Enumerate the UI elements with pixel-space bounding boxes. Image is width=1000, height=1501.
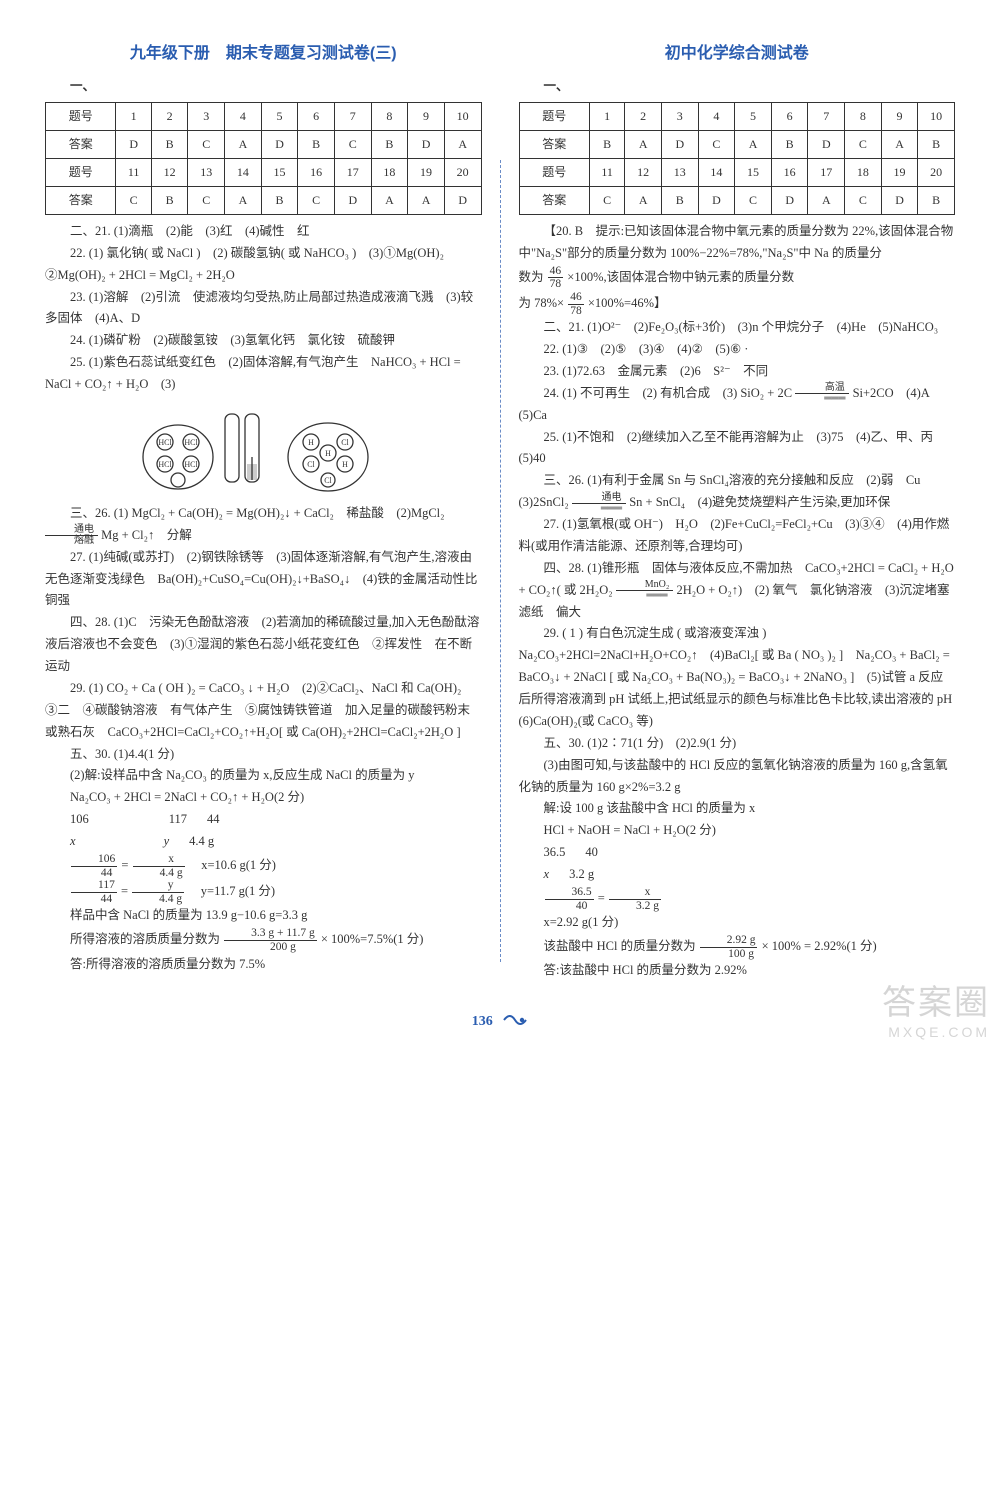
- right-column: 初中化学综合测试卷 一、 题号 12345678910 答案 BADCABDCA…: [519, 40, 956, 982]
- svg-text:Cl: Cl: [341, 438, 349, 447]
- stoich-row: x y 4.4 g: [70, 831, 482, 853]
- reaction-condition-icon: 通电熔融: [45, 525, 98, 546]
- svg-text:Cl: Cl: [307, 460, 315, 469]
- r22: 22. (1)③ (2)⑤ (3)④ (4)② (5)⑥ ·: [519, 339, 956, 361]
- table-row: 答案 CBCABCDAAD: [46, 186, 482, 214]
- r30d: HCl + NaOH = NaCl + H₂O(2 分): [519, 820, 956, 842]
- row-label: 题号: [46, 102, 116, 130]
- r20a: 【20. B 提示:已知该固体混合物中氧元素的质量分数为 22%,该固体混合物中…: [519, 221, 956, 265]
- reaction-condition-icon: 通电═══: [572, 493, 626, 514]
- reaction-condition-icon: 高温═══: [795, 383, 849, 404]
- r20c: 为 78%× 4678 ×100%=46%】: [519, 291, 956, 317]
- r23: 23. (1)72.63 金属元素 (2)6 S²⁻ 不同: [519, 361, 956, 383]
- r30f: 该盐酸中 HCl 的质量分数为 2.92 g100 g × 100% = 2.9…: [519, 934, 956, 960]
- apparatus-diagram-icon: HClHCl HClHCl HCl H ClH Cl: [133, 402, 393, 497]
- q24: 24. (1)磷矿粉 (2)碳酸氢铵 (3)氢氧化钙 氯化铵 硫酸钾: [45, 330, 482, 352]
- svg-text:Cl: Cl: [324, 476, 332, 485]
- q30a: 五、30. (1)4.4(1 分): [45, 744, 482, 766]
- r30c: 解:设 100 g 该盐酸中含 HCl 的质量为 x: [519, 798, 956, 820]
- table-row: 题号 12345678910: [46, 102, 482, 130]
- r29: 29. ( 1 ) 有白色沉淀生成 ( 或溶液变浑浊 ) Na₂CO₃+2HCl…: [519, 623, 956, 732]
- reaction-condition-icon: MnO₂═══: [616, 580, 674, 601]
- r30-eq: 36.540 = x3.2 g: [519, 886, 956, 912]
- table-row: 题号 11121314151617181920: [519, 158, 955, 186]
- svg-text:H: H: [342, 460, 348, 469]
- right-answer-table: 题号 12345678910 答案 BADCABDCAB 题号 11121314…: [519, 102, 956, 215]
- svg-text:HCl: HCl: [159, 460, 173, 469]
- q30d: 样品中含 NaCl 的质量为 13.9 g−10.6 g=3.3 g: [45, 905, 482, 927]
- table-row: 题号 12345678910: [519, 102, 955, 130]
- r26: 三、26. (1)有利于金属 Sn 与 SnCl₄溶液的充分接触和反应 (2)弱…: [519, 470, 956, 514]
- column-divider: [500, 160, 501, 962]
- q22: 22. (1) 氯化钠( 或 NaCl ) (2) 碳酸氢钠( 或 NaHCO₃…: [45, 243, 482, 287]
- q29: 29. (1) CO₂ + Ca ( OH )₂ = CaCO₃ ↓ + H₂O…: [45, 678, 482, 744]
- page-footer: 136: [0, 1012, 1000, 1050]
- q30b: (2)解:设样品中含 Na₂CO₃ 的质量为 x,反应生成 NaCl 的质量为 …: [45, 765, 482, 787]
- left-answer-table: 题号 12345678910 答案 DBCADBCBDA 题号 11121314…: [45, 102, 482, 215]
- svg-text:HCl: HCl: [185, 438, 199, 447]
- stoich-row: x 3.2 g: [544, 864, 956, 886]
- r28: 四、28. (1)锥形瓶 固体与液体反应,不需加热 CaCO₃+2HCl = C…: [519, 558, 956, 624]
- r27: 27. (1)氢氧根(或 OH⁻) H₂O (2)Fe+CuCl₂=FeCl₂+…: [519, 514, 956, 558]
- q30-eq2: 11744 = y4.4 g y=11.7 g(1 分): [45, 879, 482, 905]
- r24: 24. (1) 不可再生 (2) 有机合成 (3) SiO₂ + 2C 高温══…: [519, 383, 956, 427]
- ans-label: 答案: [46, 130, 116, 158]
- section-one-label: 一、: [544, 76, 956, 98]
- footer-logo-icon: [502, 1012, 528, 1028]
- table-row: 答案 BADCABDCAB: [519, 130, 955, 158]
- r30a: 五、30. (1)2∶71(1 分) (2)2.9(1 分): [519, 733, 956, 755]
- r30e: x=2.92 g(1 分): [519, 912, 956, 934]
- svg-text:H: H: [325, 449, 331, 458]
- page-number: 136: [472, 1014, 493, 1029]
- table-row: 答案 DBCADBCBDA: [46, 130, 482, 158]
- table-row: 题号 11121314151617181920: [46, 158, 482, 186]
- q23: 23. (1)溶解 (2)引流 使滤液均匀受热,防止局部过热造成液滴飞溅 (3)…: [45, 287, 482, 331]
- r21: 二、21. (1)O²⁻ (2)Fe₂O₃(标+3价) (3)n 个甲烷分子 (…: [519, 317, 956, 339]
- svg-text:HCl: HCl: [159, 438, 173, 447]
- watermark: 答案圈 MXQE.COM: [882, 975, 990, 1040]
- stoich-row: 36.5 40: [544, 842, 956, 864]
- stoich-row: 106 117 44: [70, 809, 482, 831]
- watermark-url: MXQE.COM: [882, 1024, 990, 1040]
- section-one-label: 一、: [70, 76, 482, 98]
- q30e: 所得溶液的溶质质量分数为 3.3 g + 11.7 g200 g × 100%=…: [45, 927, 482, 953]
- q28: 四、28. (1)C 污染无色酚酞溶液 (2)若滴加的稀硫酸过量,加入无色酚酞溶…: [45, 612, 482, 678]
- r30b: (3)由图可知,与该盐酸中的 HCl 反应的氢氧化钠溶液的质量为 160 g,含…: [519, 755, 956, 799]
- q26: 三、26. (1) MgCl₂ + Ca(OH)₂ = Mg(OH)₂↓ + C…: [45, 503, 482, 547]
- q30-eq1: 10644 = x4.4 g x=10.6 g(1 分): [45, 853, 482, 879]
- r25: 25. (1)不饱和 (2)继续加入乙至不能再溶解为止 (3)75 (4)乙、甲…: [519, 427, 956, 471]
- svg-text:HCl: HCl: [185, 460, 199, 469]
- page: 九年级下册 期末专题复习测试卷(三) 一、 题号 12345678910 答案 …: [0, 0, 1000, 1012]
- q27: 27. (1)纯碱(或苏打) (2)钢铁除锈等 (3)固体逐渐溶解,有气泡产生,…: [45, 547, 482, 613]
- r20b: 数为 4678 ×100%,该固体混合物中钠元素的质量分数: [519, 265, 956, 291]
- table-row: 答案 CABDCDACDB: [519, 186, 955, 214]
- left-column: 九年级下册 期末专题复习测试卷(三) 一、 题号 12345678910 答案 …: [45, 40, 482, 982]
- watermark-text: 答案圈: [882, 975, 990, 1024]
- right-title: 初中化学综合测试卷: [519, 40, 956, 68]
- q21: 二、21. (1)滴瓶 (2)能 (3)红 (4)碱性 红: [45, 221, 482, 243]
- q30f: 答:所得溶液的溶质质量分数为 7.5%: [45, 954, 482, 976]
- left-title: 九年级下册 期末专题复习测试卷(三): [45, 40, 482, 68]
- q30c: Na₂CO₃ + 2HCl = 2NaCl + CO₂↑ + H₂O(2 分): [45, 787, 482, 809]
- q25: 25. (1)紫色石蕊试纸变红色 (2)固体溶解,有气泡产生 NaHCO₃ + …: [45, 352, 482, 396]
- svg-text:H: H: [308, 438, 314, 447]
